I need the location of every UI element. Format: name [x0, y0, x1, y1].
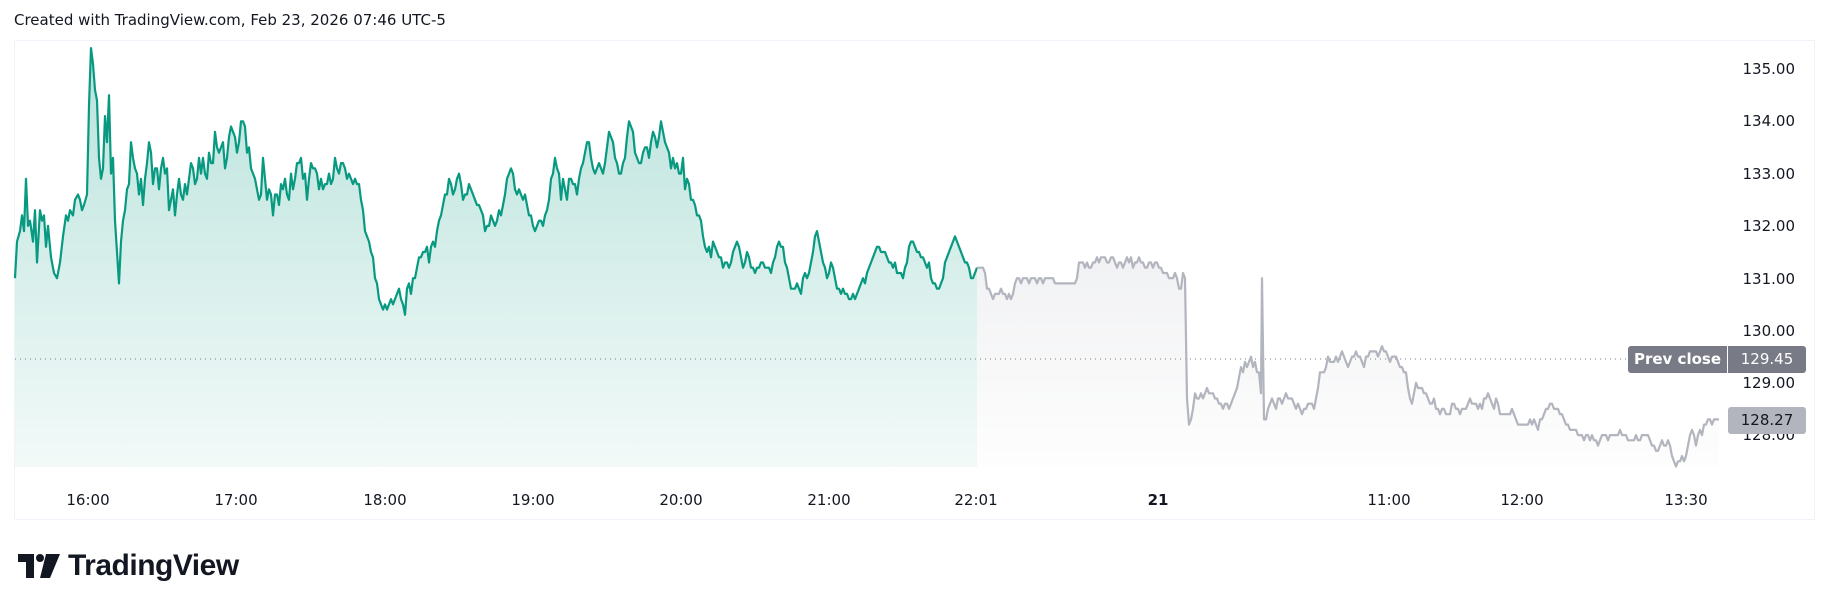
tradingview-logo-icon [18, 554, 60, 578]
tradingview-logo-text: TradingView [68, 549, 239, 582]
x-tick-label: 17:00 [214, 491, 258, 509]
prev-close-label: Prev close [1628, 346, 1727, 373]
chart-caption: Created with TradingView.com, Feb 23, 20… [14, 11, 446, 29]
x-tick-label: 20:00 [659, 491, 703, 509]
x-tick-label: 22:01 [954, 491, 998, 509]
y-tick-label: 129.00 [1742, 374, 1796, 392]
x-tick-label: 18:00 [363, 491, 407, 509]
x-tick-label: 21 [1147, 491, 1169, 509]
x-tick-label: 21:00 [807, 491, 851, 509]
extended-session-area [977, 257, 1719, 467]
x-tick-label: 19:00 [511, 491, 555, 509]
tradingview-logo[interactable]: TradingView [18, 549, 239, 582]
x-tick-label: 11:00 [1367, 491, 1411, 509]
extended-session-line [977, 256, 1719, 468]
prev-close-price-badge: 129.45 [1728, 346, 1806, 373]
regular-session-line [13, 47, 979, 316]
last-price-badge: 128.27 [1728, 407, 1806, 434]
y-tick-label: 130.00 [1742, 322, 1796, 340]
x-tick-label: 12:00 [1500, 491, 1544, 509]
chart-frame [14, 40, 1815, 520]
regular-session-area [15, 48, 977, 467]
x-tick-label: 16:00 [66, 491, 110, 509]
y-tick-label: 133.00 [1742, 165, 1796, 183]
y-tick-label: 135.00 [1742, 60, 1796, 78]
y-tick-label: 134.00 [1742, 112, 1796, 130]
y-tick-label: 131.00 [1742, 270, 1796, 288]
x-tick-label: 13:30 [1664, 491, 1708, 509]
y-tick-label: 132.00 [1742, 217, 1796, 235]
